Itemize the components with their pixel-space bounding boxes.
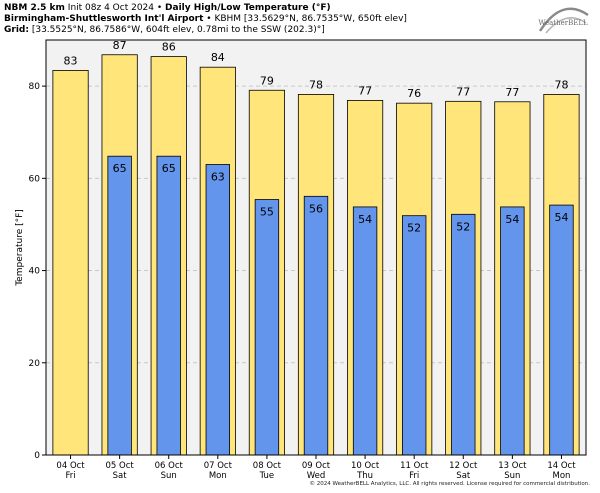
low-temp-bar xyxy=(401,215,427,456)
x-tick-date: 05 Oct xyxy=(106,461,135,471)
low-temp-bar xyxy=(500,206,525,456)
high-temp-bar xyxy=(52,70,89,456)
x-tick-day: Wed xyxy=(307,471,326,481)
init-time: Init 08z 4 Oct 2024 xyxy=(67,3,154,13)
y-tick-label: 0 xyxy=(34,451,40,461)
y-axis-label: Temperature [°F] xyxy=(15,209,25,287)
y-tick-label: 80 xyxy=(29,82,41,92)
x-tick-day: Mon xyxy=(552,471,570,481)
y-tick-label: 20 xyxy=(29,359,41,369)
x-tick-day: Sat xyxy=(113,471,128,481)
low-temp-label: 55 xyxy=(260,206,274,219)
model-name: NBM 2.5 km xyxy=(4,3,65,13)
low-temp-label: 54 xyxy=(358,213,372,226)
product-name: Daily High/Low Temperature (°F) xyxy=(165,3,331,13)
low-temp-bar xyxy=(451,213,476,456)
low-temp-label: 54 xyxy=(554,211,568,224)
x-tick-date: 06 Oct xyxy=(155,461,184,471)
high-temp-label: 87 xyxy=(113,39,127,52)
x-tick-day: Fri xyxy=(65,471,75,481)
x-tick-date: 10 Oct xyxy=(351,461,380,471)
header-line-3: Grid: [33.5525°N, 86.7586°W, 604ft elev,… xyxy=(4,25,325,36)
x-tick-day: Sat xyxy=(456,471,471,481)
x-tick-day: Sun xyxy=(161,471,177,481)
low-temp-bar xyxy=(549,204,574,456)
grid-info: [33.5525°N, 86.7586°W, 604ft elev, 0.78m… xyxy=(31,25,325,35)
low-temp-bar xyxy=(205,164,230,456)
x-tick-day: Thu xyxy=(356,471,373,481)
high-temp-label: 86 xyxy=(162,41,176,54)
high-temp-label: 78 xyxy=(309,78,323,91)
high-temp-label: 76 xyxy=(407,87,421,100)
low-temp-bar xyxy=(352,206,378,456)
x-tick-day: Fri xyxy=(409,471,419,481)
x-tick-date: 14 Oct xyxy=(547,461,576,471)
header-line-1: NBM 2.5 km Init 08z 4 Oct 2024 • Daily H… xyxy=(4,3,331,13)
y-tick-label: 60 xyxy=(29,174,41,184)
low-temp-label: 52 xyxy=(456,220,470,233)
station-name: Birmingham-Shuttlesworth Int'l Airport xyxy=(4,14,204,24)
low-temp-label: 63 xyxy=(211,171,225,184)
low-temp-label: 54 xyxy=(505,213,519,226)
low-temp-bar xyxy=(303,195,329,456)
x-tick-date: 04 Oct xyxy=(56,461,85,471)
x-tick-date: 12 Oct xyxy=(449,461,478,471)
low-temp-bar xyxy=(254,199,280,456)
x-tick-day: Mon xyxy=(209,471,227,481)
station-info: KBHM [33.5629°N, 86.7535°W, 650ft elev] xyxy=(214,14,407,24)
high-temp-label: 77 xyxy=(456,85,470,98)
x-tick-day: Sun xyxy=(504,471,520,481)
low-temp-label: 65 xyxy=(113,162,127,175)
x-tick-day: Tue xyxy=(259,471,275,481)
y-tick-label: 40 xyxy=(29,267,41,277)
low-temp-bar xyxy=(156,155,181,456)
grid-label: Grid: xyxy=(4,25,29,35)
high-temp-label: 79 xyxy=(260,74,274,87)
weatherbell-logo: WeatherBELL xyxy=(532,3,594,37)
x-tick-date: 11 Oct xyxy=(400,461,429,471)
x-tick-date: 13 Oct xyxy=(498,461,527,471)
x-tick-date: 08 Oct xyxy=(253,461,282,471)
logo-text: WeatherBELL xyxy=(538,19,588,27)
high-temp-label: 84 xyxy=(211,51,225,64)
low-temp-label: 56 xyxy=(309,202,323,215)
low-temp-bar xyxy=(107,155,132,456)
copyright-notice: © 2024 WeatherBELL Analytics, LLC. All r… xyxy=(309,481,590,487)
low-temp-label: 52 xyxy=(407,222,421,235)
header-line-2: Birmingham-Shuttlesworth Int'l Airport •… xyxy=(4,14,407,24)
high-temp-label: 77 xyxy=(358,84,372,97)
high-temp-label: 77 xyxy=(505,86,519,99)
x-tick-date: 09 Oct xyxy=(302,461,331,471)
low-temp-label: 65 xyxy=(162,162,176,175)
high-temp-label: 78 xyxy=(554,78,568,91)
x-tick-date: 07 Oct xyxy=(204,461,233,471)
high-temp-label: 83 xyxy=(64,54,78,67)
